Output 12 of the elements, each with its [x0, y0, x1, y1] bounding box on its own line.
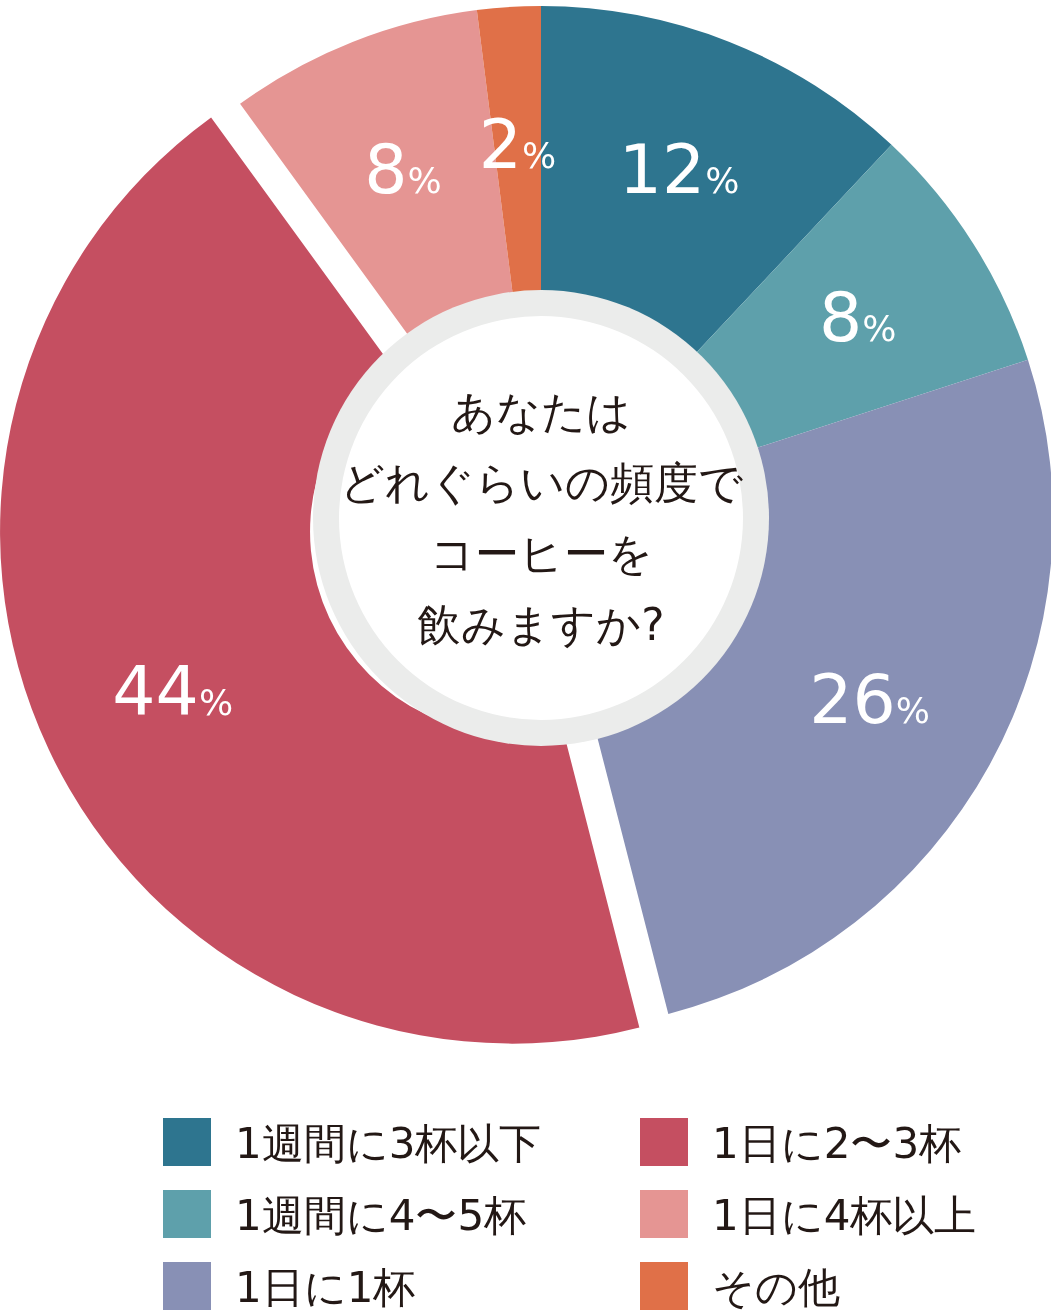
- legend-label: 1日に4杯以上: [712, 1191, 977, 1240]
- legend-label: 1週間に3杯以下: [235, 1119, 542, 1168]
- data-label: 8%: [364, 130, 442, 210]
- text: あなたはどれぐらいの頻度でコーヒーを飲みますか?: [338, 385, 744, 652]
- data-label: 26%: [809, 659, 930, 739]
- data-label: 44%: [112, 652, 234, 732]
- legend-label: 1日に1杯: [235, 1263, 416, 1310]
- legend-label: 1週間に4〜5杯: [235, 1191, 527, 1240]
- legend-label: 1日に2〜3杯: [712, 1119, 962, 1168]
- data-label: 8%: [818, 278, 897, 358]
- legend-label: その他: [712, 1263, 840, 1310]
- data-label: 12%: [618, 130, 740, 210]
